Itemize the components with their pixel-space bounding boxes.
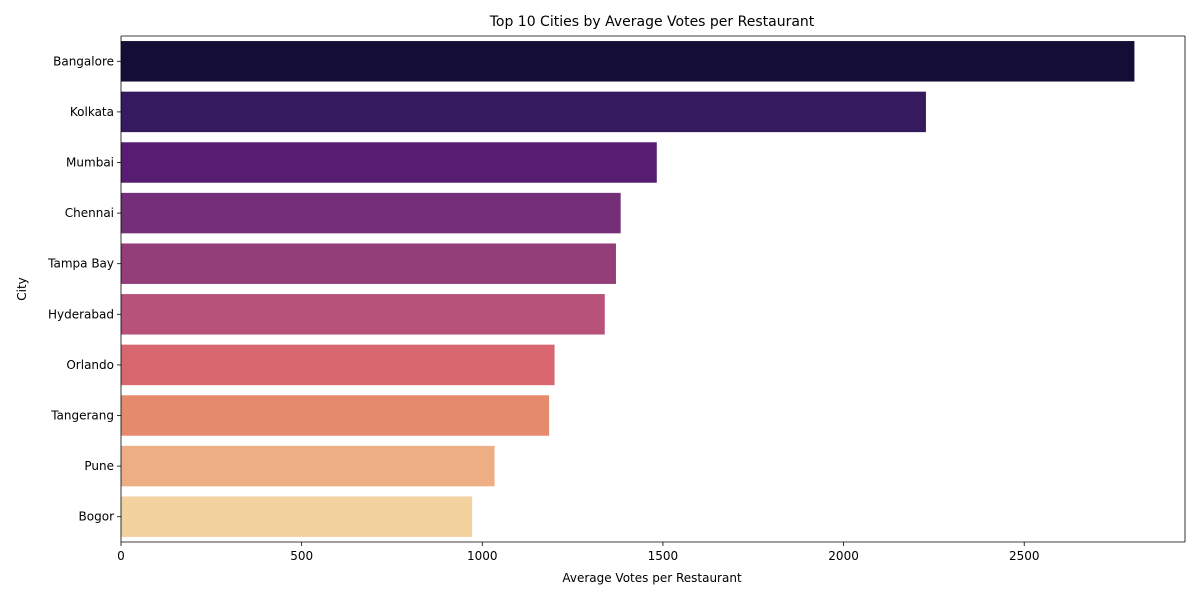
x-tick-label: 2500 [1009, 549, 1040, 563]
y-tick-label: Mumbai [66, 156, 114, 170]
y-tick-label: Bogor [79, 510, 115, 524]
x-axis-label: Average Votes per Restaurant [562, 571, 742, 585]
x-tick-label: 1000 [467, 549, 498, 563]
bar-bangalore [121, 41, 1135, 82]
bar-bogor [121, 496, 473, 537]
bar-orlando [121, 344, 555, 386]
y-tick-label: Bangalore [53, 54, 114, 68]
bars-layer [121, 41, 1135, 537]
bar-tampa-bay [121, 243, 616, 284]
x-axis-ticks: 0 500 1000 1500 2000 2500 [117, 542, 1039, 563]
x-tick-label: 1500 [648, 549, 679, 563]
x-tick-label: 0 [117, 549, 125, 563]
bar-pune [121, 445, 495, 487]
y-tick-label: Tangerang [50, 409, 114, 423]
bar-kolkata [121, 91, 926, 133]
y-tick-label: Kolkata [70, 105, 114, 119]
y-axis-ticks: Bangalore Kolkata Mumbai Chennai Tampa Bay Hy… [47, 54, 121, 524]
bar-chennai [121, 192, 621, 234]
bar-mumbai [121, 142, 657, 183]
y-tick-label: Tampa Bay [47, 257, 114, 271]
y-tick-label: Pune [84, 459, 114, 473]
y-tick-label: Chennai [65, 206, 114, 220]
chart-title: Top 10 Cities by Average Votes per Resta… [489, 14, 815, 30]
x-tick-label: 2000 [828, 549, 859, 563]
y-tick-label: Hyderabad [48, 307, 114, 321]
y-axis-label: City [15, 277, 29, 301]
x-tick-label: 500 [290, 549, 313, 563]
bar-tangerang [121, 395, 550, 436]
bar-hyderabad [121, 294, 605, 335]
axes-frame [120, 35, 1186, 543]
y-tick-label: Orlando [66, 358, 114, 372]
